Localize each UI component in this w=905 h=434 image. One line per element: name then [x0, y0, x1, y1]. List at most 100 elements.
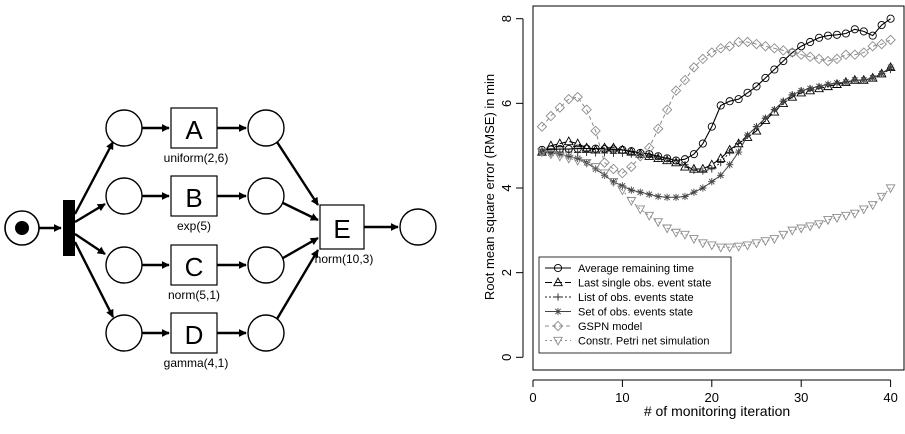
data-point [591, 165, 600, 173]
data-point [724, 243, 735, 253]
transition-a-label: A [185, 115, 203, 145]
data-point [626, 197, 637, 207]
legend-label: Constr. Petri net simulation [578, 336, 709, 348]
data-point [778, 45, 789, 56]
y-tick-label: 4 [499, 184, 514, 191]
data-point [859, 27, 868, 36]
data-point [823, 31, 833, 40]
data-point [645, 190, 653, 198]
plot-frame [532, 5, 905, 371]
data-point [583, 148, 591, 157]
data-point [636, 188, 644, 196]
data-point [653, 153, 664, 163]
data-point [545, 110, 557, 122]
x-tick-label: 40 [883, 390, 897, 405]
arc-split-to-place-a [73, 141, 115, 215]
data-point [752, 82, 761, 91]
data-point [715, 243, 726, 253]
data-point [751, 239, 762, 249]
data-point [706, 47, 718, 58]
legend-label: Set of obs. events state [578, 307, 693, 319]
data-point [716, 101, 725, 110]
legend-entry: Set of obs. events state [545, 307, 693, 319]
data-point [867, 40, 878, 52]
data-point [769, 235, 780, 245]
legend-entry: List of obs. events state [545, 292, 694, 304]
start-token [15, 221, 29, 235]
data-point [742, 36, 753, 48]
x-tick-label: 10 [615, 390, 629, 405]
place-b-in [105, 177, 143, 215]
data-point [617, 167, 628, 179]
data-point [563, 136, 574, 146]
data-point [761, 114, 770, 122]
data-point [652, 123, 664, 134]
data-point [608, 163, 619, 175]
place-d-out [247, 314, 285, 352]
data-point [806, 37, 815, 47]
transition-d-label: D [185, 320, 204, 350]
data-point [581, 104, 592, 115]
data-point [717, 171, 725, 179]
data-point [688, 235, 699, 245]
transition-e-distribution: norm(10,3) [315, 252, 374, 266]
data-point [554, 138, 565, 148]
data-point [706, 241, 717, 251]
data-point [680, 230, 690, 240]
data-point [788, 91, 796, 99]
data-point [618, 182, 626, 190]
data-point [670, 85, 682, 96]
data-point [824, 80, 832, 88]
data-point [770, 106, 778, 114]
legend-entry: Constr. Petri net simulation [545, 336, 709, 348]
legend-marker [553, 336, 563, 346]
data-point [735, 139, 743, 148]
data-point [868, 31, 877, 40]
data-point [681, 192, 689, 201]
data-point [690, 188, 698, 196]
data-point [688, 62, 700, 73]
data-point [599, 157, 610, 168]
data-point [760, 237, 771, 247]
legend-marker [554, 293, 562, 301]
data-point [697, 53, 709, 65]
data-point [708, 178, 716, 186]
data-point [813, 53, 825, 65]
data-point [842, 78, 850, 86]
data-point [536, 148, 547, 158]
transition-b-distribution: exp(5) [177, 219, 211, 233]
rmse-chart: 0 10 20 30 40 0 2 4 6 8 Average remaining time Las… [482, 5, 905, 419]
data-point [760, 40, 771, 52]
data-point [851, 76, 859, 84]
data-point [662, 155, 673, 165]
legend-marker [552, 320, 564, 332]
data-point [574, 154, 582, 162]
data-point [734, 95, 743, 104]
data-point [635, 205, 646, 215]
series-1 [537, 14, 895, 165]
transition-e-label: E [333, 214, 350, 244]
series-layer [536, 14, 896, 253]
data-point [804, 51, 816, 63]
data-point [572, 138, 583, 148]
data-point [797, 87, 805, 95]
data-point [699, 167, 707, 175]
data-point [840, 49, 852, 60]
data-point [708, 165, 716, 173]
data-point [778, 230, 789, 240]
data-point [815, 82, 823, 91]
place-a-in [105, 109, 143, 147]
data-point [761, 73, 770, 83]
data-point [618, 149, 626, 157]
legend: Average remaining time Last single obs. e… [538, 256, 732, 354]
arc-split-to-place-c [74, 233, 106, 255]
data-point [617, 186, 628, 196]
transition-d [170, 312, 218, 354]
legend-label: List of obs. events state [578, 292, 694, 304]
series-line [541, 39, 891, 174]
data-point [556, 150, 564, 158]
data-point [644, 211, 655, 221]
arc-place-c-to-e [282, 236, 319, 260]
legend-label: GSPN model [578, 321, 642, 333]
